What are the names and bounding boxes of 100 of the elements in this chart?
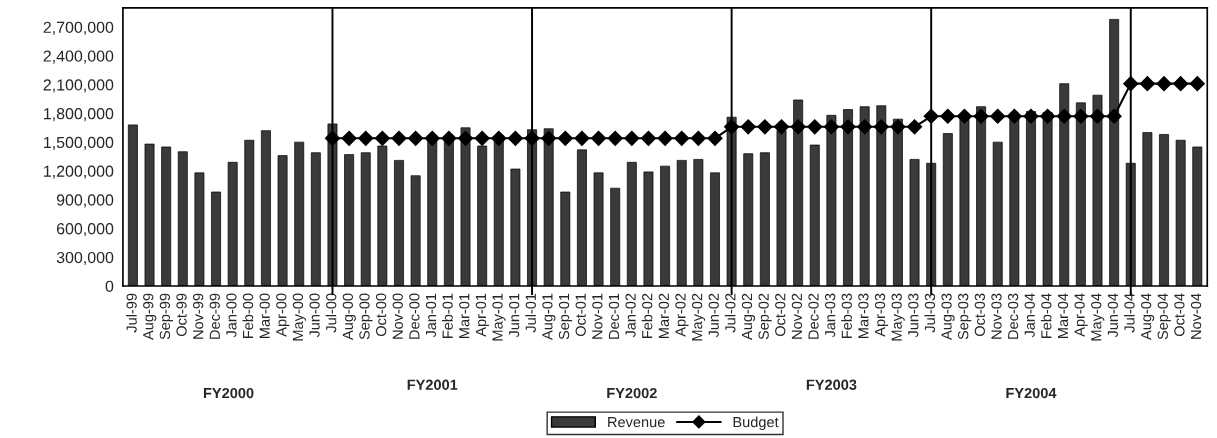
- x-tick-label: Mar-03: [858, 293, 869, 338]
- y-tick-label: 900,000: [56, 194, 114, 208]
- x-tick-label: Mar-04: [1057, 293, 1069, 338]
- x-tick-label: Sep-02: [758, 293, 772, 340]
- point: [358, 130, 374, 146]
- point: [873, 119, 889, 135]
- x-tick-label: Aug-01: [542, 293, 556, 340]
- point: [374, 130, 390, 146]
- x-tick-label: Oct-99: [176, 293, 187, 337]
- x-tick-label: Nov-04: [1190, 293, 1202, 339]
- point: [1139, 76, 1155, 92]
- x-tick-label: Apr-01: [475, 293, 489, 337]
- x-tick-label: Mar-00: [259, 293, 270, 338]
- y-tick-label: 600,000: [56, 223, 114, 237]
- y-tick-label: 1,200,000: [44, 165, 114, 179]
- point: [507, 130, 523, 146]
- x-tick-label: Feb-02: [641, 293, 653, 338]
- x-tick-label: Jan-00: [226, 293, 237, 338]
- x-tick-label: Apr-04: [1074, 293, 1088, 337]
- x-tick-label: Feb-00: [242, 293, 254, 338]
- point: [624, 130, 640, 146]
- point: [1073, 108, 1089, 124]
- x-tick-label: Apr-00: [276, 293, 290, 337]
- point: [640, 130, 657, 146]
- x-tick-label: Jul-01: [525, 293, 536, 333]
- point: [823, 119, 839, 135]
- x-tick-label: Jan-02: [625, 293, 636, 338]
- point: [840, 119, 856, 135]
- x-tick-label: May-00: [292, 293, 306, 341]
- x-tick-label: Jun-04: [1107, 293, 1119, 338]
- point: [707, 130, 723, 146]
- point: [973, 108, 989, 124]
- x-tick-label: Nov-00: [392, 293, 403, 339]
- legend-label: Budget: [733, 416, 779, 431]
- x-tick-label: May-02: [691, 293, 706, 341]
- point: [940, 108, 956, 124]
- x-tick-label: May-03: [891, 293, 905, 341]
- x-tick-label: Nov-99: [193, 293, 204, 339]
- x-tick-label: Sep-99: [159, 293, 173, 340]
- x-tick-label: Oct-00: [375, 293, 387, 337]
- point: [807, 119, 823, 135]
- point: [1106, 108, 1122, 124]
- y-tick-label: 2,400,000: [43, 50, 114, 64]
- point: [1006, 108, 1022, 124]
- point: [1023, 108, 1039, 124]
- y-tick-label: 1,800,000: [44, 108, 114, 122]
- x-tick-label: Jan-03: [824, 293, 836, 338]
- point: [990, 108, 1006, 124]
- point: [557, 130, 573, 146]
- point: [1189, 76, 1205, 92]
- point: [607, 130, 623, 146]
- x-tick-label: Feb-01: [442, 293, 453, 338]
- x-tick-label: Nov-02: [791, 293, 803, 339]
- point: [441, 130, 457, 146]
- x-tick-label: Dec-01: [608, 293, 620, 339]
- x-tick-label: Jul-02: [724, 293, 736, 333]
- x-tick-label: Oct-04: [1174, 293, 1185, 337]
- point: [491, 130, 507, 146]
- point: [956, 108, 973, 124]
- text: FY2000: [203, 387, 254, 399]
- y-tick-label: 2,100,000: [43, 79, 114, 93]
- x-tick-label: Aug-04: [1140, 293, 1155, 340]
- x-tick-label: Nov-03: [991, 293, 1002, 339]
- x-tick-label: Jun-03: [908, 293, 919, 338]
- legend-label: Revenue: [608, 417, 665, 428]
- x-tick-label: Sep-01: [558, 293, 573, 340]
- x-tick-label: Jun-02: [708, 293, 719, 338]
- point: [1040, 108, 1056, 124]
- x-tick-label: Aug-03: [941, 293, 955, 340]
- point: [857, 119, 873, 135]
- x-tick-label: Apr-02: [675, 293, 689, 337]
- point: [424, 130, 440, 146]
- point: [408, 130, 424, 146]
- x-tick-label: Nov-01: [592, 293, 603, 339]
- point: [391, 130, 407, 146]
- x-tick-label: Aug-02: [741, 293, 756, 340]
- point: [790, 119, 806, 135]
- x-tick-label: Sep-04: [1157, 293, 1171, 340]
- x-tick-label: Oct-02: [775, 293, 786, 337]
- point: [457, 130, 474, 146]
- x-tick-label: Dec-99: [209, 293, 220, 339]
- x-tick-label: Feb-04: [1040, 293, 1052, 338]
- point: [906, 119, 923, 135]
- x-tick-label: Dec-03: [1007, 293, 1019, 339]
- text: FY2004: [1006, 387, 1057, 399]
- text: FY2001: [407, 379, 458, 390]
- x-tick-label: Jun-00: [309, 293, 320, 338]
- point: [890, 119, 906, 135]
- x-tick-label: Sep-03: [958, 293, 972, 340]
- point: [541, 130, 557, 146]
- x-tick-label: Aug-00: [342, 293, 356, 340]
- x-tick-label: May-04: [1091, 293, 1105, 341]
- x-tick-label: Jun-01: [509, 293, 520, 338]
- x-tick-label: May-01: [492, 293, 506, 341]
- point: [474, 130, 490, 146]
- x-tick-label: Jul-99: [126, 293, 137, 333]
- point: [1156, 76, 1172, 92]
- text: FY2002: [607, 387, 657, 399]
- point: [1089, 108, 1106, 124]
- point: [674, 130, 690, 146]
